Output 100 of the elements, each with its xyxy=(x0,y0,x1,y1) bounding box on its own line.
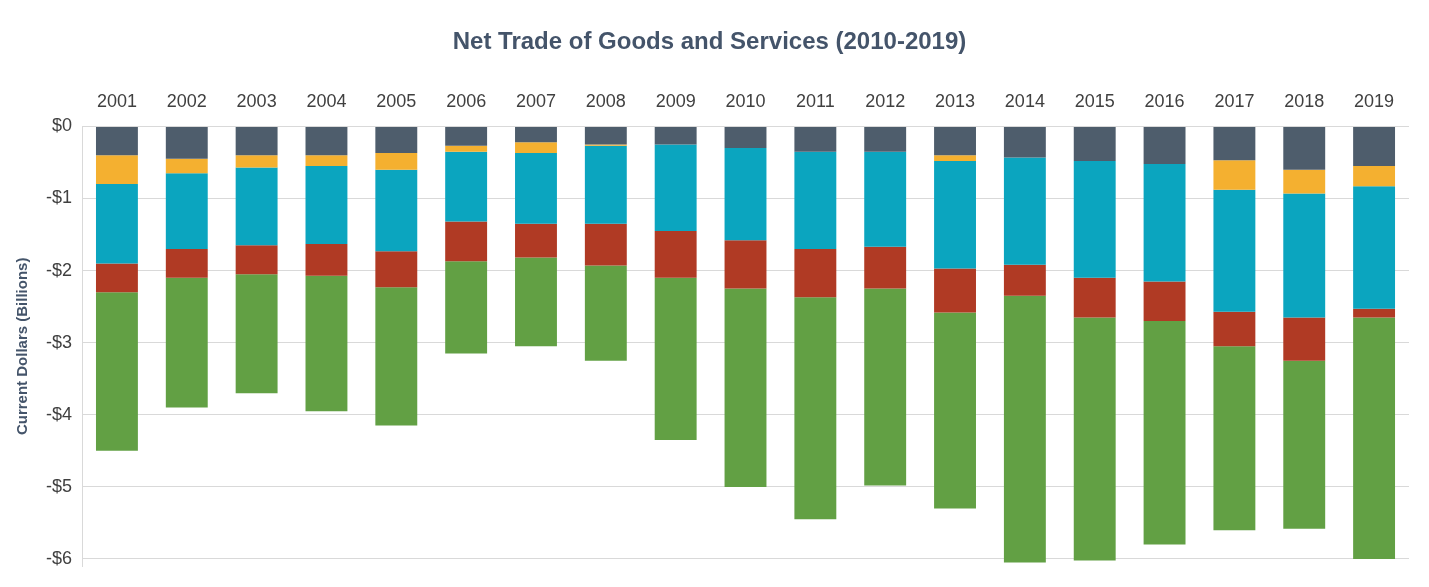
x-tick-label: 2006 xyxy=(446,90,487,111)
bar xyxy=(1143,126,1186,164)
bar xyxy=(1283,169,1326,194)
bar xyxy=(445,126,488,146)
bar xyxy=(724,126,767,149)
bar xyxy=(235,126,278,156)
bar xyxy=(864,126,907,152)
bar xyxy=(794,126,837,152)
y-tick-label: -$2 xyxy=(46,259,73,280)
bar xyxy=(165,248,208,278)
bar xyxy=(305,166,348,244)
x-tick-label: 2010 xyxy=(725,90,766,111)
x-tick-label: 2002 xyxy=(166,90,207,111)
bar xyxy=(1213,126,1256,161)
bar xyxy=(445,145,488,152)
bar xyxy=(1073,161,1116,278)
x-tick-label: 2013 xyxy=(935,90,976,111)
x-tick-label: 2004 xyxy=(306,90,347,111)
bar xyxy=(1283,317,1326,361)
x-tick-label: 2014 xyxy=(1004,90,1045,111)
bar xyxy=(724,288,767,487)
bar xyxy=(1073,126,1116,162)
bar xyxy=(305,275,348,412)
bar xyxy=(1143,321,1186,545)
bar xyxy=(934,312,976,509)
x-tick-label: 2012 xyxy=(865,90,906,111)
bar xyxy=(305,243,348,276)
y-tick-label: -$6 xyxy=(46,547,73,568)
bar xyxy=(515,153,557,224)
bar xyxy=(165,126,208,159)
bar xyxy=(654,126,697,145)
y-axis-title: Current Dollars (Billions) xyxy=(13,257,31,436)
bar xyxy=(95,263,138,293)
y-tick-label: -$5 xyxy=(46,475,73,496)
bar xyxy=(1353,308,1396,318)
bar xyxy=(375,169,418,252)
bar xyxy=(95,184,138,264)
y-tick-label: -$3 xyxy=(46,331,73,352)
bar xyxy=(1283,193,1326,318)
x-tick-label: 2018 xyxy=(1284,90,1325,111)
bar xyxy=(654,230,697,278)
bar xyxy=(375,153,418,170)
bar xyxy=(1003,264,1046,296)
bar xyxy=(235,167,278,246)
x-tick-label: 2007 xyxy=(515,90,557,111)
bar xyxy=(864,246,907,289)
bar xyxy=(305,126,348,156)
x-tick-label: 2016 xyxy=(1144,90,1185,111)
bar xyxy=(1213,189,1256,312)
bar xyxy=(515,223,557,258)
bar xyxy=(1003,295,1046,563)
bar xyxy=(794,248,837,298)
bar xyxy=(375,287,418,426)
bar xyxy=(165,173,208,249)
bar xyxy=(95,292,138,451)
bar xyxy=(445,221,488,262)
bar xyxy=(1143,163,1186,282)
bar xyxy=(165,277,208,408)
x-tick-label: 2008 xyxy=(585,90,626,111)
bar xyxy=(584,265,627,361)
x-tick-label: 2017 xyxy=(1214,90,1255,111)
bar xyxy=(794,297,837,520)
bar xyxy=(1143,281,1186,322)
bar xyxy=(1213,160,1256,190)
bar xyxy=(1003,126,1046,158)
x-tick-label: 2009 xyxy=(655,90,696,111)
x-tick-label: 2003 xyxy=(236,90,277,111)
bar xyxy=(95,126,138,156)
x-tick-label: 2019 xyxy=(1354,90,1395,111)
bar xyxy=(1353,166,1396,187)
bar xyxy=(445,261,488,354)
bar xyxy=(235,245,278,275)
bar xyxy=(375,251,418,288)
bar xyxy=(1073,317,1116,561)
bar xyxy=(654,277,697,441)
bar xyxy=(584,223,627,266)
y-tick-label: -$4 xyxy=(46,403,73,424)
y-tick-label: $0 xyxy=(51,115,73,136)
bar xyxy=(864,151,907,247)
bar xyxy=(1003,157,1046,265)
bar xyxy=(724,240,767,289)
bar xyxy=(1073,277,1116,318)
bar xyxy=(515,142,557,154)
bar xyxy=(235,155,278,168)
bar xyxy=(864,288,907,486)
bar xyxy=(515,257,557,347)
bar xyxy=(1353,186,1396,309)
bar xyxy=(1283,126,1326,170)
bar xyxy=(305,155,348,167)
x-tick-label: 2015 xyxy=(1074,90,1115,111)
bar xyxy=(724,148,767,241)
bar xyxy=(934,126,976,156)
bar xyxy=(1283,360,1326,529)
x-tick-label: 2001 xyxy=(96,90,137,111)
bar xyxy=(375,126,418,154)
bar xyxy=(235,274,278,394)
bar xyxy=(794,151,837,249)
bar xyxy=(584,145,627,224)
bar xyxy=(934,268,976,313)
bar xyxy=(515,126,557,143)
